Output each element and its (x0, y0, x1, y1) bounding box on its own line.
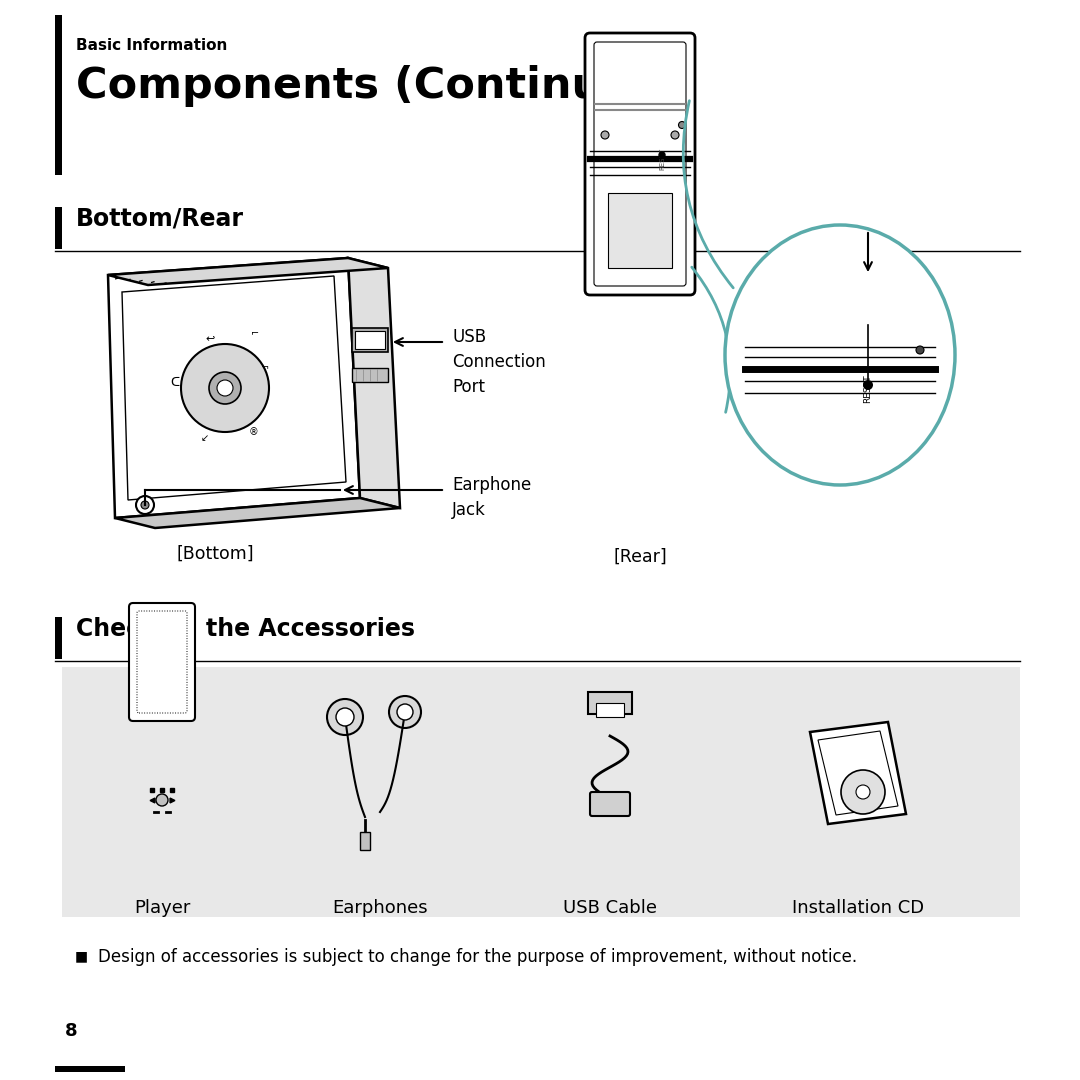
Circle shape (156, 794, 168, 806)
Polygon shape (348, 258, 400, 508)
Text: ↩: ↩ (205, 333, 215, 343)
FancyBboxPatch shape (129, 603, 195, 721)
Polygon shape (810, 723, 906, 824)
Bar (55, 617, 62, 659)
Bar (588, 692, 632, 714)
Text: Player: Player (134, 899, 190, 917)
Circle shape (600, 131, 609, 139)
Text: ¬: ¬ (261, 363, 269, 373)
Polygon shape (122, 276, 346, 500)
FancyBboxPatch shape (590, 792, 630, 816)
Circle shape (327, 699, 363, 735)
Text: ®: ® (248, 427, 258, 437)
Circle shape (217, 380, 233, 396)
FancyBboxPatch shape (594, 42, 686, 286)
Ellipse shape (725, 225, 955, 485)
Text: RESET: RESET (864, 375, 873, 403)
Text: 8: 8 (65, 1022, 78, 1040)
Bar (55, 1066, 125, 1072)
Text: [Bottom]: [Bottom] (176, 545, 254, 563)
Text: Earphones: Earphones (333, 899, 428, 917)
Text: Components (Continued): Components (Continued) (76, 65, 681, 107)
Polygon shape (108, 258, 360, 518)
Bar (352, 368, 388, 382)
Bar (62, 667, 1020, 917)
FancyBboxPatch shape (585, 33, 696, 295)
Text: USB
Connection
Port: USB Connection Port (453, 328, 545, 396)
Text: Installation CD: Installation CD (792, 899, 924, 917)
Text: Earphone
Jack: Earphone Jack (453, 476, 531, 519)
Bar (352, 328, 388, 352)
Circle shape (671, 131, 679, 139)
Text: ᑕ: ᑕ (171, 376, 179, 389)
Polygon shape (114, 498, 400, 528)
Circle shape (916, 346, 924, 354)
Circle shape (389, 696, 421, 728)
Circle shape (856, 785, 870, 799)
Bar (55, 15, 62, 175)
Text: ↙: ↙ (201, 433, 210, 443)
Text: Basic Information: Basic Information (76, 38, 228, 53)
Text: [Rear]: [Rear] (613, 548, 666, 566)
Circle shape (659, 152, 665, 158)
Circle shape (136, 496, 154, 514)
Circle shape (181, 345, 269, 432)
Bar (55, 207, 62, 249)
Circle shape (210, 372, 241, 404)
Text: Checking the Accessories: Checking the Accessories (76, 617, 415, 642)
Circle shape (841, 770, 885, 814)
Text: Bottom/Rear: Bottom/Rear (76, 207, 244, 231)
Circle shape (141, 501, 149, 509)
Bar (360, 832, 370, 850)
Bar (355, 330, 384, 349)
Bar (608, 193, 672, 268)
Bar (596, 703, 624, 717)
Text: USB Cable: USB Cable (563, 899, 657, 917)
Circle shape (336, 708, 354, 726)
Circle shape (397, 704, 413, 720)
Text: ⌐: ⌐ (251, 327, 259, 337)
Circle shape (863, 380, 873, 390)
Text: Design of accessories is subject to change for the purpose of improvement, witho: Design of accessories is subject to chan… (98, 948, 858, 966)
Text: RESET: RESET (659, 148, 665, 170)
Polygon shape (108, 258, 388, 285)
Text: ■: ■ (75, 949, 89, 963)
Circle shape (678, 121, 686, 129)
Text: Reset Hole: Reset Hole (815, 283, 921, 301)
